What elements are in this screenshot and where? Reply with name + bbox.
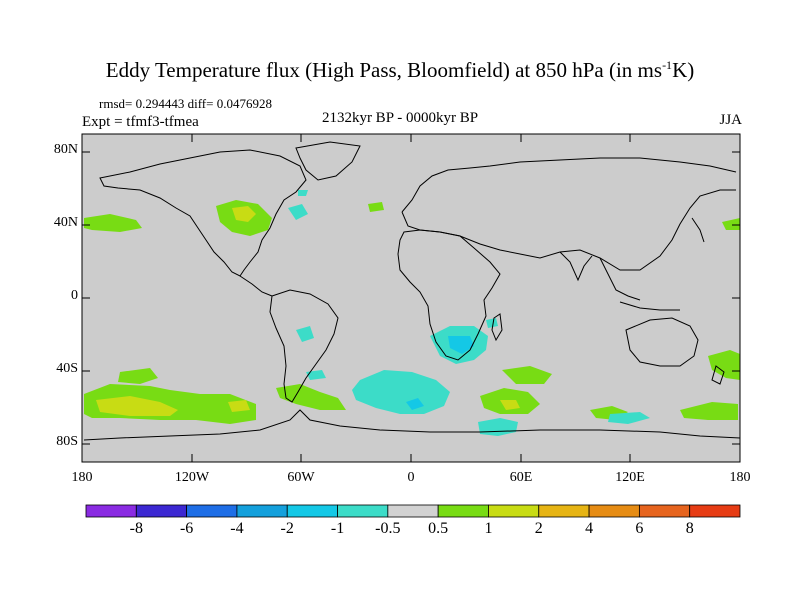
lon-tick-label: 60W xyxy=(287,470,315,485)
colorbar-label: -1 xyxy=(330,520,345,537)
coastline-japan xyxy=(691,217,705,243)
coastline-new-zealand xyxy=(711,365,725,385)
figure-title: Eddy Temperature flux (High Pass, Bloomf… xyxy=(0,58,800,83)
anomaly-patches xyxy=(84,190,740,436)
coastline-madagascar xyxy=(491,313,503,342)
patch-tasman xyxy=(708,350,740,380)
lon-tick-label: 180 xyxy=(71,470,93,485)
coastline-indonesia xyxy=(619,301,680,311)
coastlines xyxy=(83,141,741,441)
coastline-greenland xyxy=(295,141,361,181)
patch-sw-pacific xyxy=(680,402,738,420)
period-label: 2132kyr BP - 0000kyr BP xyxy=(321,110,479,126)
patch-n-atlantic xyxy=(288,204,308,220)
patch-s-atlantic-blue xyxy=(352,370,450,414)
colorbar-box xyxy=(437,504,489,518)
lat-tick-label: 80S xyxy=(56,434,78,449)
colorbar-box xyxy=(135,504,188,518)
lat-tick-label: 40N xyxy=(53,215,78,230)
lat-tick-label: 80N xyxy=(53,142,78,157)
lon-tick-label: 60E xyxy=(509,470,533,485)
coastline-africa xyxy=(397,229,501,361)
patch-drake-green xyxy=(276,384,346,410)
axis-ticks xyxy=(81,134,741,462)
season-label: JJA xyxy=(719,112,742,128)
patch-indian-yellow xyxy=(500,400,520,410)
patch-w-pacific xyxy=(722,218,740,230)
patch-sp-2 xyxy=(118,368,158,384)
colorbar-box xyxy=(337,504,389,518)
stats-label: rmsd= 0.294443 diff= 0.0476928 xyxy=(99,96,272,111)
coastline-europe xyxy=(401,157,737,213)
colorbar-box xyxy=(588,504,640,518)
coastline-australia xyxy=(625,317,699,367)
patch-madagascar xyxy=(486,318,498,328)
colorbar-box xyxy=(387,504,439,518)
lat-tick-label: 0 xyxy=(71,288,78,303)
patch-drake-blue xyxy=(306,370,326,380)
colorbar-box xyxy=(488,504,540,518)
coastline-north-america xyxy=(99,149,307,277)
coastline-south-america xyxy=(269,289,339,403)
lat-tick-label: 40S xyxy=(56,361,78,376)
patch-labrador xyxy=(298,190,308,196)
colorbar-label: 1 xyxy=(484,520,493,537)
colorbar-box xyxy=(85,504,137,518)
patch-ne-pacific xyxy=(84,214,142,232)
patch-se-indian-blue xyxy=(608,412,650,424)
colorbar-box xyxy=(286,504,338,518)
colorbar-label: 6 xyxy=(635,520,644,537)
lon-tick-label: 120E xyxy=(615,470,645,485)
colorbar-label: 2 xyxy=(534,520,543,537)
colorbar-box xyxy=(186,504,238,518)
title-superscript: -1 xyxy=(662,58,673,72)
coastline-se-asia xyxy=(599,257,641,301)
colorbar-label: 8 xyxy=(685,520,694,537)
colorbar-box xyxy=(538,504,590,518)
patch-great-lakes-core xyxy=(232,206,256,222)
lon-tick-label: 180 xyxy=(729,470,751,485)
patch-south-africa-core xyxy=(448,336,474,354)
lon-tick-label: 0 xyxy=(407,470,415,485)
patch-south-pacific-core xyxy=(96,396,178,416)
colorbar-label: 4 xyxy=(585,520,594,537)
colorbar-box xyxy=(236,504,288,518)
colorbar xyxy=(85,504,741,518)
patch-atlantic-green xyxy=(368,202,384,212)
coastline-central-america xyxy=(239,275,273,297)
colorbar-box xyxy=(638,504,691,518)
coastline-antarctica xyxy=(83,409,741,441)
experiment-label: Expt = tfmf3-tfmea xyxy=(82,114,199,130)
lon-tick-label: 120W xyxy=(174,470,210,485)
patch-sa-west xyxy=(296,326,314,342)
patch-s-atlantic-blue-3 xyxy=(406,398,424,410)
colorbar-label: -0.5 xyxy=(375,520,401,537)
colorbar-box xyxy=(689,504,741,518)
coastline-india xyxy=(559,251,593,282)
patch-indian-green-2 xyxy=(502,366,552,384)
colorbar-label: -8 xyxy=(129,520,143,537)
title-main: Eddy Temperature flux (High Pass, Bloomf… xyxy=(105,58,663,82)
colorbar-label: 0.5 xyxy=(428,520,449,537)
colorbar-label: -2 xyxy=(280,520,294,537)
patch-sp-3 xyxy=(228,400,250,412)
colorbar-label: -6 xyxy=(179,520,194,537)
colorbar-label: -4 xyxy=(230,520,244,537)
title-end: K) xyxy=(672,58,695,82)
